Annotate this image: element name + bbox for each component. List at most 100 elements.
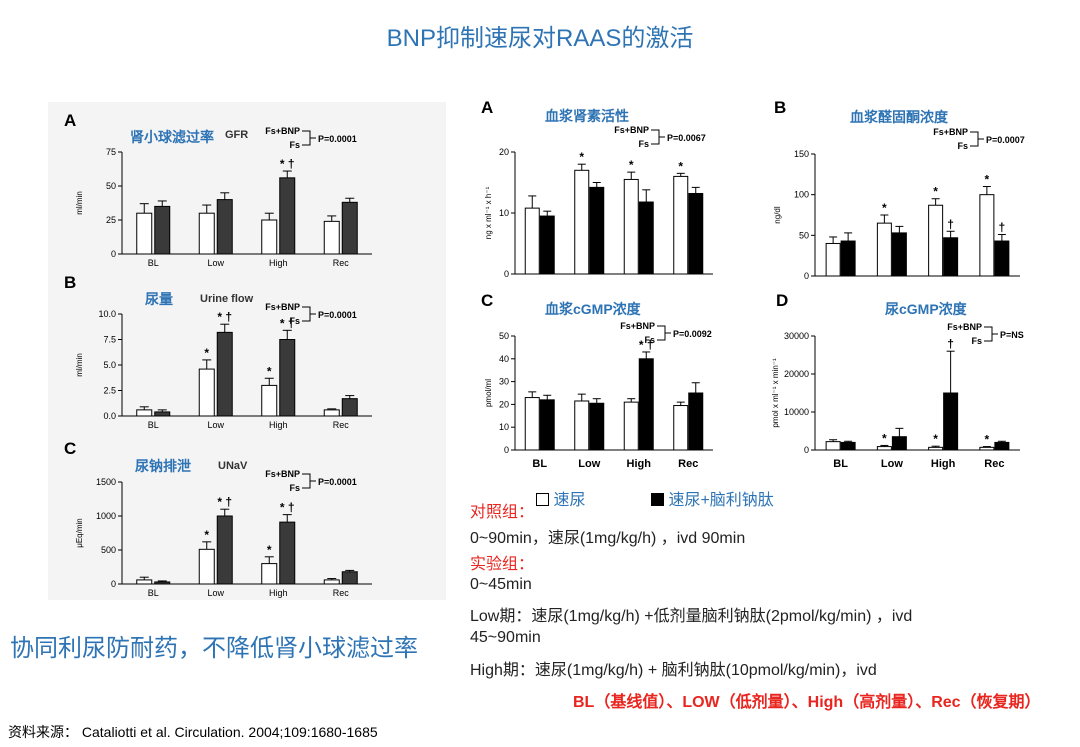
legend-bracket (302, 473, 311, 489)
bar-fs (136, 579, 153, 585)
y-tick-label: 150 (794, 149, 809, 159)
y-axis-label: pmol/ml (484, 379, 493, 407)
significance-mark: † (999, 221, 1006, 235)
legend-top-label: Fs+BNP (265, 126, 300, 136)
panel-letter: A (64, 111, 76, 130)
legend-bracket (984, 326, 993, 342)
significance-mark: * † (217, 310, 232, 324)
legend-black-swatch (651, 493, 664, 506)
control-heading: 对照组： (470, 504, 535, 521)
bar-fs-bnp (891, 232, 907, 277)
significance-mark: * (267, 543, 272, 557)
control-line: 0~90min，速尿(1mg/kg/h) ，ivd 90min (470, 530, 746, 547)
bar-fs-bnp (943, 237, 959, 277)
bar-fs-bnp (279, 521, 296, 585)
bar-fs (673, 405, 689, 451)
bar-fs-bnp (840, 240, 856, 277)
legend-bottom-label: Fs (638, 139, 649, 149)
y-tick-label: 0 (804, 271, 809, 281)
unav-chart: C 尿钠排泄 UNaV Fs+BNP Fs P=0.0001 0 500 1000 1500 μEq… (64, 439, 372, 598)
category-label: Rec (984, 458, 1004, 470)
bar-fs (979, 194, 995, 277)
bar-fs (524, 397, 540, 451)
y-tick-label: 50 (499, 331, 509, 341)
y-tick-label: 25 (106, 215, 116, 225)
y-tick-label: 500 (101, 545, 116, 555)
legend-black-label: 速尿+脑利钠肽 (668, 492, 774, 509)
y-tick-label: 10.0 (98, 309, 116, 319)
bar-fs (198, 368, 215, 417)
plasma-aldosterone-chart: B 血浆醛固酮浓度 Fs+BNP Fs P=0.0007 0 50 100 150 ng/dl * *… (773, 98, 1025, 281)
p-value: P=0.0001 (318, 477, 357, 487)
category-label: High (931, 458, 956, 470)
legend-bracket (970, 131, 979, 147)
legend-top-label: Fs+BNP (933, 127, 968, 137)
exp-line-3: 45~90min (470, 629, 541, 646)
category-label: Low (207, 588, 224, 598)
p-value: P=0.0001 (318, 310, 357, 320)
urine-flow-chart: B 尿量 Urine flow Fs+BNP Fs P=0.0001 0.0 2.5 5.0 7.… (64, 273, 372, 430)
y-tick-label: 10 (499, 422, 509, 432)
bar-fs-bnp (943, 392, 959, 451)
bar-fs (261, 219, 278, 255)
bar-fs-bnp (216, 199, 233, 255)
significance-mark: * (882, 431, 887, 445)
category-label: High (269, 420, 288, 430)
bar-fs (623, 401, 639, 451)
y-axis-label: μEq/min (75, 518, 84, 548)
legend-top-label: Fs+BNP (265, 469, 300, 479)
bar-fs-bnp (891, 436, 907, 451)
legend-bracket (302, 306, 311, 322)
significance-mark: * (629, 158, 634, 172)
bar-fs (574, 400, 590, 451)
legend-bottom-label: Fs (289, 483, 300, 493)
bar-fs (979, 446, 995, 451)
legend-top-label: Fs+BNP (947, 322, 982, 332)
significance-mark: * (985, 433, 990, 447)
significance-mark: * † (217, 495, 232, 509)
panel-letter: B (774, 98, 786, 117)
chart-subtitle: Urine flow (200, 293, 254, 305)
category-label: High (269, 258, 288, 268)
source-citation: 资料来源： Cataliotti et al. Circulation. 200… (8, 724, 378, 740)
significance-mark: † (947, 217, 954, 231)
bar-fs (198, 548, 215, 585)
category-label: Low (881, 458, 903, 470)
category-label: Rec (678, 458, 698, 470)
y-axis-label: ml/min (75, 353, 84, 377)
significance-mark: * † (639, 338, 654, 352)
y-tick-label: 100 (794, 190, 809, 200)
y-tick-label: 20000 (784, 369, 809, 379)
bar-fs (825, 242, 841, 277)
bar-fs (323, 220, 340, 255)
bar-fs-bnp (589, 402, 605, 451)
y-tick-label: 10 (499, 208, 509, 218)
y-tick-label: 1500 (96, 477, 116, 487)
chart-subtitle: UNaV (218, 460, 248, 472)
y-tick-label: 20 (499, 147, 509, 157)
category-label: High (627, 458, 652, 470)
y-axis-label: pmol x ml⁻¹ x min⁻¹ (771, 358, 780, 428)
legend-bottom-label: Fs (971, 336, 982, 346)
category-label: High (269, 588, 288, 598)
bar-fs (198, 212, 215, 255)
category-label: BL (833, 458, 848, 470)
p-value: P=0.0007 (986, 135, 1025, 145)
bar-fs (524, 207, 540, 275)
legend-top-label: Fs+BNP (620, 321, 655, 331)
significance-mark: † (947, 337, 954, 351)
bar-fs (876, 222, 892, 277)
legend-white-label: 速尿 (553, 492, 586, 509)
legend-bracket (657, 325, 666, 341)
category-label: Rec (333, 588, 350, 598)
y-tick-label: 20 (499, 399, 509, 409)
legend-black: 速尿+脑利钠肽 (651, 486, 774, 510)
y-tick-label: 50 (799, 230, 809, 240)
bar-fs (574, 169, 590, 275)
category-label: BL (148, 588, 159, 598)
y-tick-label: 1000 (96, 511, 116, 521)
y-tick-label: 0 (111, 579, 116, 589)
y-tick-label: 0 (111, 249, 116, 259)
y-tick-label: 2.5 (103, 386, 116, 396)
p-value: P=0.0001 (318, 134, 357, 144)
